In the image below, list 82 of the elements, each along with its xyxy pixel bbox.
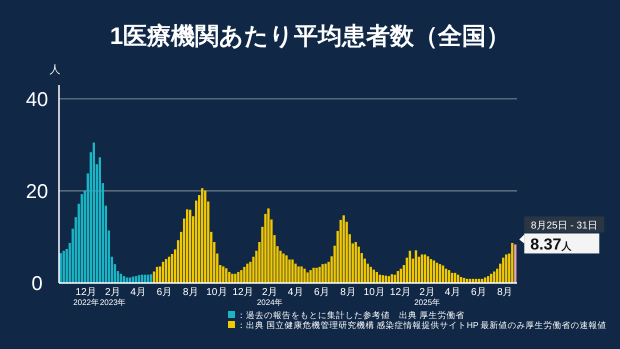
bar xyxy=(312,268,315,283)
bar xyxy=(388,276,390,283)
bar xyxy=(505,254,508,283)
x-tick-label: 8月 xyxy=(182,287,198,298)
x-tick-label: 4月 xyxy=(444,287,460,298)
x-tick-label: 8月 xyxy=(340,287,356,298)
x-tick-label: 6月 xyxy=(156,287,172,298)
bar xyxy=(384,276,388,283)
annotation: 8.37人 xyxy=(530,236,572,254)
bar xyxy=(62,250,65,283)
bar xyxy=(390,274,394,283)
bar xyxy=(324,264,327,283)
bar xyxy=(340,220,342,283)
x-tick-label: 2月 2024年 xyxy=(256,287,283,307)
bar xyxy=(490,274,492,283)
bar xyxy=(237,272,240,283)
x-tick-label: 2月 2025年 xyxy=(414,287,440,307)
bar xyxy=(462,278,466,283)
bar xyxy=(370,266,372,283)
chart-title: 1医療機関あたり平均患者数（全国） xyxy=(110,23,510,50)
bar xyxy=(315,268,318,283)
x-tick-label: 2月 2023年 xyxy=(100,287,126,307)
x-tick-label: 8月 xyxy=(497,287,513,298)
bar xyxy=(188,210,192,283)
bar xyxy=(234,274,236,283)
bar xyxy=(487,276,490,283)
bar xyxy=(378,274,381,283)
bar xyxy=(240,270,243,283)
bar xyxy=(460,277,462,283)
bar xyxy=(225,268,228,283)
x-tick-label: 12月 2022年 xyxy=(73,287,99,307)
x-tick-label: 4月 xyxy=(130,287,146,298)
bar xyxy=(342,215,345,283)
bar xyxy=(472,278,474,283)
bar xyxy=(80,194,83,283)
bar xyxy=(382,275,384,283)
legend-label: ：出典 国立健康危機管理研究機構 感染症情報提供サイトHP 最新値のみ厚生労働省の速報値 xyxy=(237,320,607,330)
y-tick-label: 40 xyxy=(26,88,48,111)
bar xyxy=(201,188,204,283)
bar xyxy=(318,266,321,283)
bar xyxy=(321,264,324,283)
bar xyxy=(396,271,400,283)
x-tick-label: 6月 xyxy=(470,287,487,298)
legend-label: ：過去の報告をもとに集計した参考値 出典 厚生労働省 xyxy=(237,310,464,320)
bar xyxy=(478,278,480,283)
bar xyxy=(92,142,96,283)
bar xyxy=(466,278,468,283)
bar xyxy=(186,209,188,283)
annotation: 8月25日 - 31日 xyxy=(530,220,598,232)
bar xyxy=(354,242,357,283)
bar xyxy=(372,270,375,283)
bar xyxy=(474,278,478,283)
bar xyxy=(170,254,174,283)
bar xyxy=(484,277,486,283)
bar xyxy=(468,278,472,283)
bar xyxy=(168,256,170,283)
bar xyxy=(376,272,378,283)
bar xyxy=(231,274,234,283)
x-tick-label: 4月 xyxy=(288,287,304,298)
bar xyxy=(228,272,230,283)
bar xyxy=(493,271,496,283)
bar xyxy=(480,278,484,283)
bar xyxy=(456,274,460,283)
bar xyxy=(400,268,402,283)
x-tick-label: 12月 xyxy=(390,287,412,298)
bar xyxy=(309,270,312,283)
y-axis-title: 人 xyxy=(50,64,60,76)
bar xyxy=(204,190,206,283)
y-tick-label: 20 xyxy=(26,180,48,203)
x-tick-label: 6月 xyxy=(314,287,330,298)
x-tick-label: 12月 xyxy=(232,287,254,298)
bar xyxy=(98,157,102,283)
bar xyxy=(243,266,246,283)
y-tick-label: 0 xyxy=(31,273,43,295)
x-tick-label: 10月 xyxy=(206,287,228,298)
bar xyxy=(164,259,168,283)
bar xyxy=(394,274,396,283)
bar xyxy=(246,264,249,283)
x-tick-label: 10月 xyxy=(364,287,385,298)
bar xyxy=(502,258,504,283)
bar xyxy=(222,266,224,283)
bar xyxy=(408,250,412,283)
